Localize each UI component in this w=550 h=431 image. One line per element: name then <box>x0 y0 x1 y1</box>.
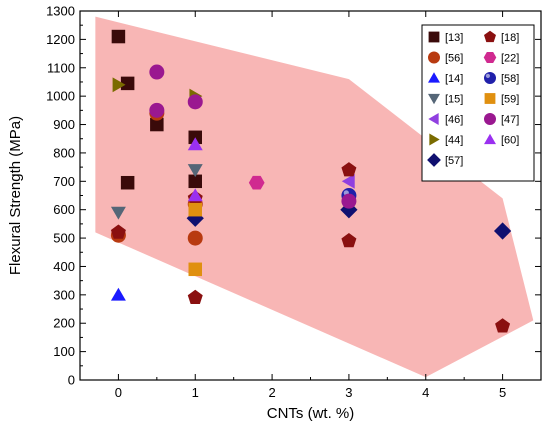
x-tick-label: 0 <box>115 385 122 400</box>
legend-entry: [18] <box>484 30 519 44</box>
legend-marker <box>428 72 440 83</box>
legend-entry: [14] <box>428 72 463 85</box>
x-tick-label: 4 <box>422 385 429 400</box>
legend-label: [44] <box>445 135 463 147</box>
legend-label: [13] <box>445 32 463 44</box>
legend-entry: [46] <box>428 113 463 126</box>
data-point <box>341 162 357 177</box>
data-point <box>493 222 512 240</box>
legend-label: [56] <box>445 53 463 65</box>
data-point <box>110 224 126 239</box>
legend-marker <box>429 133 440 146</box>
data-point <box>495 318 511 333</box>
data-point <box>120 175 135 190</box>
legend-label: [18] <box>501 32 519 44</box>
data-region <box>95 16 534 378</box>
legend-marker <box>428 113 439 125</box>
legend-marker <box>484 30 496 43</box>
y-tick-label: 800 <box>53 145 75 160</box>
legend-label: [57] <box>445 155 463 167</box>
data-point <box>188 262 202 277</box>
data-point <box>187 164 203 178</box>
legend-entry: [13] <box>428 31 463 44</box>
data-point <box>188 202 202 217</box>
data-point <box>341 193 357 209</box>
legend-label: [22] <box>501 53 519 65</box>
axes-layer: 0 100 200 300 400 500 600 700 800 900 1000 1100 1200… <box>46 4 542 400</box>
legend-label: [59] <box>501 94 519 106</box>
data-point <box>149 102 165 118</box>
x-axis-title: CNTs (wt. %) <box>267 405 355 422</box>
y-tick-label: 900 <box>53 117 75 132</box>
y-tick-label: 500 <box>53 231 75 246</box>
y-tick-label: 1000 <box>46 89 75 104</box>
y-tick-label: 1100 <box>47 60 75 75</box>
y-tick-label: 700 <box>53 174 75 189</box>
data-region-layer <box>95 16 534 378</box>
legend-label: [15] <box>445 94 463 106</box>
legend-marker <box>428 93 440 105</box>
data-point <box>187 289 203 305</box>
data-point <box>149 64 165 80</box>
x-tick-label: 1 <box>192 385 199 400</box>
y-tick-label: 300 <box>53 287 75 302</box>
x-tick-label: 3 <box>345 385 352 400</box>
legend-marker <box>428 51 440 64</box>
legend-marker <box>484 113 496 125</box>
legend-box <box>421 24 535 182</box>
x-tick-label: 2 <box>268 385 275 400</box>
data-point <box>150 117 164 132</box>
data-point <box>188 174 202 189</box>
legend-label: [47] <box>501 114 519 126</box>
legend-marker <box>484 72 496 84</box>
legend-label: [46] <box>445 114 463 126</box>
legend-marker <box>428 31 440 43</box>
y-tick-label: 200 <box>53 316 75 331</box>
data-point <box>111 29 126 44</box>
data-point <box>187 230 203 246</box>
legend-entry: [56] <box>428 51 463 65</box>
data-point <box>187 94 203 110</box>
legend-entry: [60] <box>484 133 519 147</box>
data-point <box>120 76 135 91</box>
data-point <box>341 173 355 189</box>
data-points-layer <box>110 29 512 333</box>
data-point <box>112 77 126 93</box>
y-tick-label: 100 <box>53 344 75 359</box>
legend-entry: [57] <box>427 153 463 167</box>
data-point <box>110 206 126 220</box>
legend-marker-highlight <box>485 73 490 78</box>
legend-entry: [59] <box>484 93 519 106</box>
y-tick-label: 0 <box>68 373 75 388</box>
legend-marker <box>484 93 496 104</box>
legend-entry: [47] <box>484 113 519 126</box>
y-tick-label: 1300 <box>46 4 75 19</box>
y-tick-label: 600 <box>53 202 75 217</box>
legend-label: [14] <box>445 73 463 85</box>
y-tick-label: 1200 <box>46 32 75 47</box>
x-tick-label: 5 <box>499 385 506 400</box>
legend-label: [60] <box>501 135 519 147</box>
legend: [13] [56] [14] [15] [46] [44] [57] [18] [22] [58]… <box>421 24 535 182</box>
data-point <box>187 137 203 151</box>
y-tick-label: 400 <box>53 259 75 274</box>
legend-entry: [15] <box>428 94 463 106</box>
data-point <box>248 175 265 190</box>
y-axis-title: Flexural Strength (MPa) <box>7 116 24 275</box>
legend-label: [58] <box>501 73 519 85</box>
legend-marker <box>483 52 497 63</box>
legend-entry: [44] <box>429 133 463 147</box>
legend-entry: [58] <box>484 72 519 85</box>
legend-marker <box>427 153 441 167</box>
data-point <box>187 188 203 202</box>
data-point <box>110 287 126 301</box>
legend-entry: [22] <box>483 52 519 65</box>
data-point <box>341 233 357 248</box>
legend-marker <box>484 133 496 145</box>
